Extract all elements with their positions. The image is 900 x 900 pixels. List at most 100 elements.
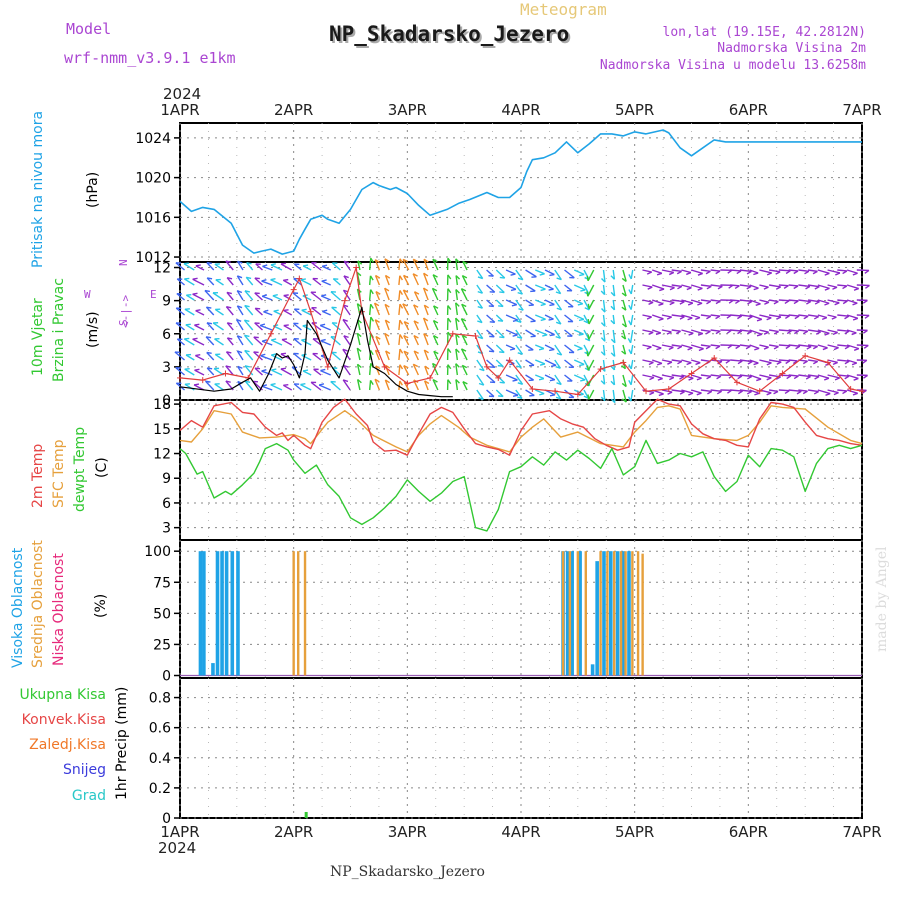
bottom-year-label: 2024 [158,839,196,857]
wind-arrow [423,273,429,286]
wind-arrow [455,275,459,286]
wind-arrow [827,389,839,394]
wind-arrow-head [424,380,430,385]
wind-arrow-head [499,336,505,339]
wind-arrow-head [244,319,250,322]
wind-arrow [730,389,743,392]
wind-arrow-head [584,337,591,342]
top-tick-label: 2APR [274,101,313,119]
wind-arrow-head [696,392,702,396]
wind-arrow [690,299,703,304]
wind-arrow [342,319,351,331]
wind-arrow-head [579,273,585,277]
wind-arrow-head [370,257,374,263]
wind-arrow-head [833,347,839,351]
wind-arrow [321,295,331,301]
wind-arrow [749,314,763,320]
wind-arrow-head [283,324,289,327]
wind-arrow [460,348,468,361]
wind-arrow-head [688,392,694,396]
wind-arrow-head [498,305,504,308]
wind-arrow [368,317,372,331]
wind-arrow [629,329,634,343]
cloud-mid-bar [599,551,602,676]
wind-arrow-head [815,331,821,335]
wind-arrow [630,359,634,370]
wind-arrow-head [676,270,682,275]
wind-arrow-head [628,289,632,295]
wind-arrow [331,351,341,361]
wind-arrow-head [621,350,626,355]
wind-arrow [544,299,555,306]
wind-arrow [671,314,685,318]
wind-arrow [554,344,563,356]
wind-arrow-head [385,379,390,384]
wind-arrow [368,258,372,271]
wind-arrow-head [578,393,584,396]
wind-arrow-head [832,286,838,290]
wind-arrow-head [715,270,721,275]
wind-arrow-head [814,375,820,380]
wind-arrow [486,389,495,398]
wind-arrow-head [322,264,328,268]
wind-arrow-head [577,303,583,306]
bottom-tick-label: 2APR [274,823,313,841]
wind-arrow-head [688,377,694,381]
wind-arrow [331,306,341,316]
wind-arrow-head [433,305,439,309]
wind-arrow-head [814,286,820,290]
wind-arrow [759,284,769,288]
wind-arrow [331,322,341,331]
wind-arrow-head [477,336,483,340]
wind-arrow-head [261,368,267,372]
wind-arrow-head [766,392,772,396]
wind-arrow [214,338,224,346]
wind-arrow-head [747,360,753,365]
wind-arrow [630,284,634,295]
wind-arrow-head [628,364,632,370]
wind-arrow [384,333,390,346]
wind-arrow [651,344,662,349]
wind-arrow [583,284,590,295]
wind-arrow-head [824,332,830,336]
wind-arrow-head [455,275,461,280]
wind-arrow-head [447,288,452,294]
y-axis-ticks: 1012101610201024036912369121518025507510… [135,131,180,827]
wind-arrow [544,314,554,320]
wind-arrow-head [628,349,632,355]
wind-arrow-head [357,363,362,369]
wind-arrow [769,389,779,393]
wind-arrow-head [263,309,269,313]
wind-arrow [262,265,273,271]
wind-arrow [525,344,534,351]
wind-arrow-head [656,272,663,276]
wind-arrow [343,365,351,376]
wind-arrow-head [698,348,704,352]
wind-arrow [183,338,195,346]
wind-arrow [700,389,712,393]
wind-arrow-head [795,345,801,350]
wind-arrow [583,314,589,324]
wind-arrow [280,368,293,376]
wind-arrow [535,299,546,305]
wind-arrow-head [793,375,799,380]
wind-arrow-head [577,347,583,351]
wind-arrow [564,329,573,337]
wind-arrow [236,305,244,316]
wind-arrow-head [455,348,460,354]
wind-arrow-head [423,287,429,292]
wind-arrow [368,304,372,316]
wind-arrow [622,374,627,387]
wind-arrow-head [384,303,390,308]
wind-arrow-head [270,263,276,266]
wind-arrow-head [374,378,380,383]
cloud-mid-bar [606,551,609,676]
wind-label-1: 10m Vjetar [30,298,46,376]
wind-arrow [293,263,302,271]
wind-arrow [236,260,244,271]
wind-arrow [525,389,535,397]
wind-arrow [312,278,322,286]
wind-arrow [583,269,590,281]
wind-arrow-head [283,383,289,387]
wind-arrow-head [195,354,201,357]
